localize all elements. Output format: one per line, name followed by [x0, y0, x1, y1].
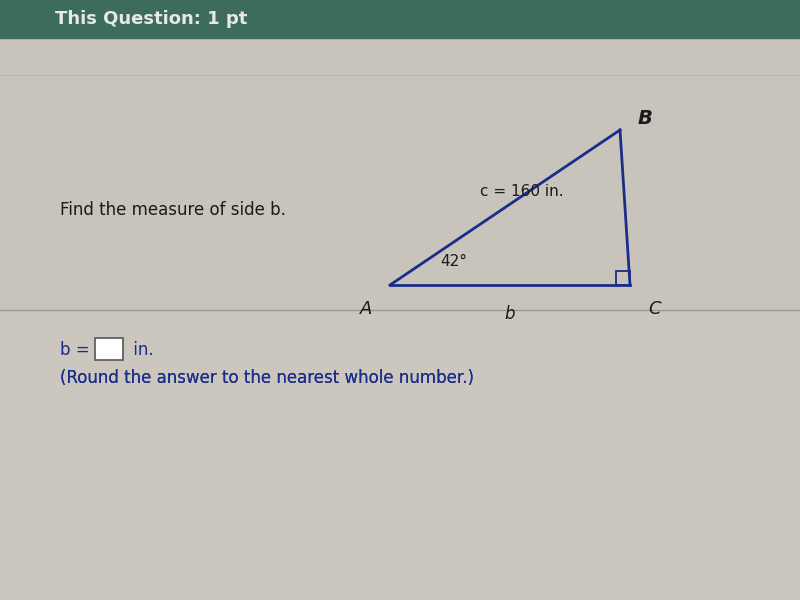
Bar — [616, 271, 630, 285]
Bar — [0, 310, 800, 600]
Text: 42°: 42° — [440, 254, 467, 269]
Bar — [0, 0, 800, 38]
Text: C: C — [648, 300, 661, 318]
Bar — [95, 338, 123, 360]
Text: c = 160 in.: c = 160 in. — [480, 185, 564, 199]
Text: (Round the answer to the nearest whole number.): (Round the answer to the nearest whole n… — [60, 369, 474, 387]
Text: Find the measure of side b.: Find the measure of side b. — [60, 201, 286, 219]
Text: This Question: 1 pt: This Question: 1 pt — [55, 10, 247, 28]
Text: in.: in. — [128, 341, 154, 359]
Text: A: A — [360, 300, 372, 318]
Text: b =: b = — [60, 341, 95, 359]
Text: b: b — [505, 305, 515, 323]
Text: (Round the answer to the nearest whole number.): (Round the answer to the nearest whole n… — [60, 369, 474, 387]
Text: B: B — [638, 109, 653, 127]
Bar — [0, 38, 800, 310]
